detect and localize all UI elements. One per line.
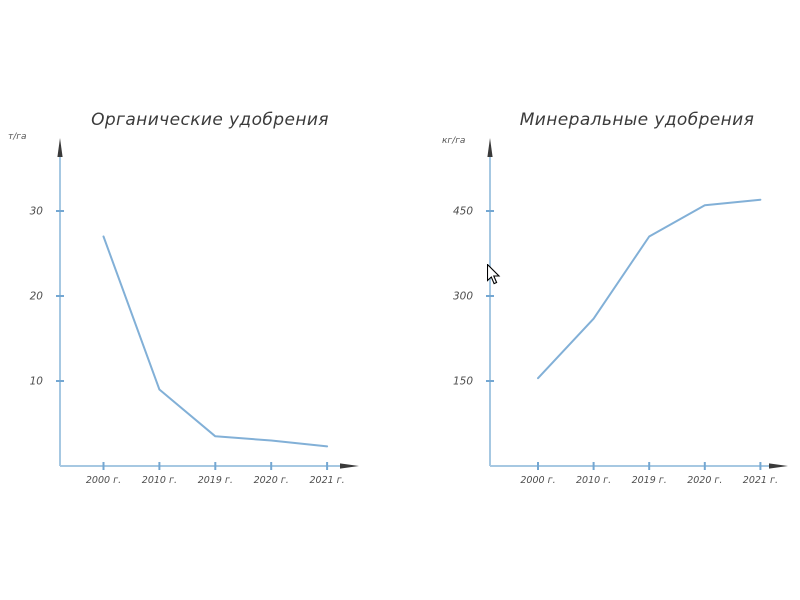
organic-y-axis-arrow-icon xyxy=(57,138,63,157)
organic-chart-title: Органические удобрения xyxy=(91,110,329,130)
mineral-chart-title: Минеральные удобрения xyxy=(519,110,755,130)
organic-x-tick-label: 2019 г. xyxy=(198,475,233,486)
mouse-cursor-icon xyxy=(487,264,501,285)
organic-y-tick-label: 10 xyxy=(30,376,44,388)
organic-x-tick-label: 2010 г. xyxy=(142,475,177,486)
mineral-x-tick-label: 2019 г. xyxy=(632,475,667,486)
mineral-x-tick-label: 2020 г. xyxy=(687,475,722,486)
organic-data-line xyxy=(102,235,329,448)
organic-y-tick-label: 20 xyxy=(30,291,44,303)
organic-x-tick-label: 2020 г. xyxy=(254,475,289,486)
mineral-y-tick-label: 450 xyxy=(453,206,473,218)
mineral-y-tick-label: 150 xyxy=(453,376,473,388)
mineral-data-line xyxy=(537,198,762,380)
mineral-y-axis-arrow-icon xyxy=(487,138,493,157)
mineral-y-tick-label: 300 xyxy=(453,291,473,303)
organic-x-tick-label: 2021 г. xyxy=(309,475,344,486)
mineral-chart-plot: 150 300 450 2000 г. 2010 г. 2019 г. 2020 г. 202… xyxy=(453,138,788,486)
organic-x-tick-label: 2000 г. xyxy=(86,475,121,486)
organic-chart-plot: 10 20 30 2000 г. 2010 г. 2019 г. 2020 г. 2021 г… xyxy=(30,138,359,486)
mineral-y-unit-label: кг/га xyxy=(442,136,466,146)
organic-y-tick-label: 30 xyxy=(30,206,44,218)
mineral-x-tick-label: 2010 г. xyxy=(576,475,611,486)
organic-y-unit-label: т/га xyxy=(8,132,27,142)
mineral-x-axis-arrow-icon xyxy=(769,463,788,469)
mineral-x-tick-label: 2000 г. xyxy=(520,475,555,486)
organic-x-axis-arrow-icon xyxy=(340,463,359,469)
mineral-x-tick-label: 2021 г. xyxy=(743,475,778,486)
